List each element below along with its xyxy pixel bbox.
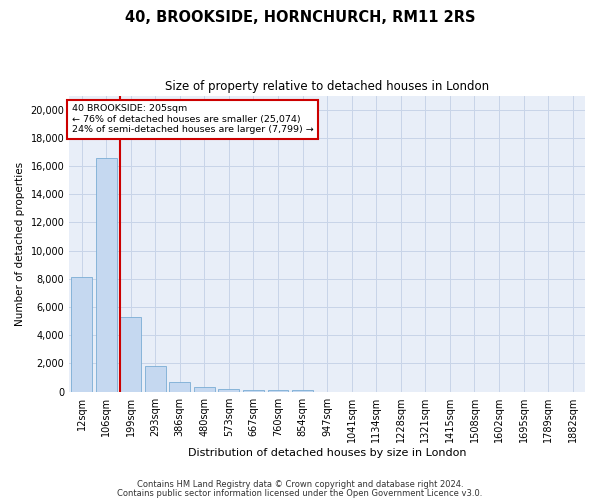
Y-axis label: Number of detached properties: Number of detached properties: [15, 162, 25, 326]
X-axis label: Distribution of detached houses by size in London: Distribution of detached houses by size …: [188, 448, 466, 458]
Bar: [194, 387, 215, 392]
Bar: [120, 317, 141, 392]
Text: Contains HM Land Registry data © Crown copyright and database right 2024.: Contains HM Land Registry data © Crown c…: [137, 480, 463, 489]
Bar: [292, 390, 313, 392]
Bar: [95, 158, 116, 392]
Bar: [243, 390, 264, 392]
Text: 40, BROOKSIDE, HORNCHURCH, RM11 2RS: 40, BROOKSIDE, HORNCHURCH, RM11 2RS: [125, 10, 475, 25]
Bar: [268, 390, 289, 392]
Text: Contains public sector information licensed under the Open Government Licence v3: Contains public sector information licen…: [118, 490, 482, 498]
Bar: [71, 278, 92, 392]
Title: Size of property relative to detached houses in London: Size of property relative to detached ho…: [165, 80, 489, 93]
Bar: [218, 389, 239, 392]
Bar: [169, 382, 190, 392]
Bar: [145, 366, 166, 392]
Text: 40 BROOKSIDE: 205sqm
← 76% of detached houses are smaller (25,074)
24% of semi-d: 40 BROOKSIDE: 205sqm ← 76% of detached h…: [72, 104, 314, 134]
